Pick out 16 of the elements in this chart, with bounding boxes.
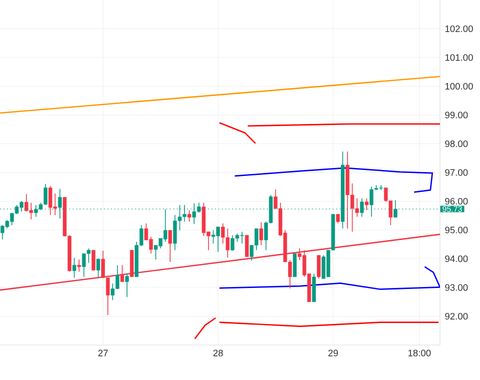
y-tick-label: 94.00 bbox=[445, 255, 468, 262]
y-tick-label: 102.00 bbox=[445, 25, 473, 32]
y-tick-label: 100.00 bbox=[445, 82, 473, 90]
y-tick-label: 99.00 bbox=[445, 112, 468, 118]
ref-line-label: 95.73 bbox=[442, 206, 462, 212]
y-tick-label: 96.00 bbox=[445, 198, 468, 205]
x-tick-label: 27 bbox=[98, 350, 108, 356]
x-tick-label: 29 bbox=[328, 350, 338, 356]
y-tick-label: 97.00 bbox=[445, 169, 468, 176]
x-tick-label: 18:00 bbox=[408, 350, 431, 356]
y-tick-label: 92.00 bbox=[445, 312, 468, 320]
y-tick-label: 98.00 bbox=[445, 140, 468, 148]
y-tick-label: 93.00 bbox=[445, 284, 468, 291]
y-tick-label: 101.00 bbox=[445, 54, 473, 61]
x-tick-label: 28 bbox=[213, 350, 223, 356]
y-tick-label: 95.00 bbox=[445, 226, 468, 234]
